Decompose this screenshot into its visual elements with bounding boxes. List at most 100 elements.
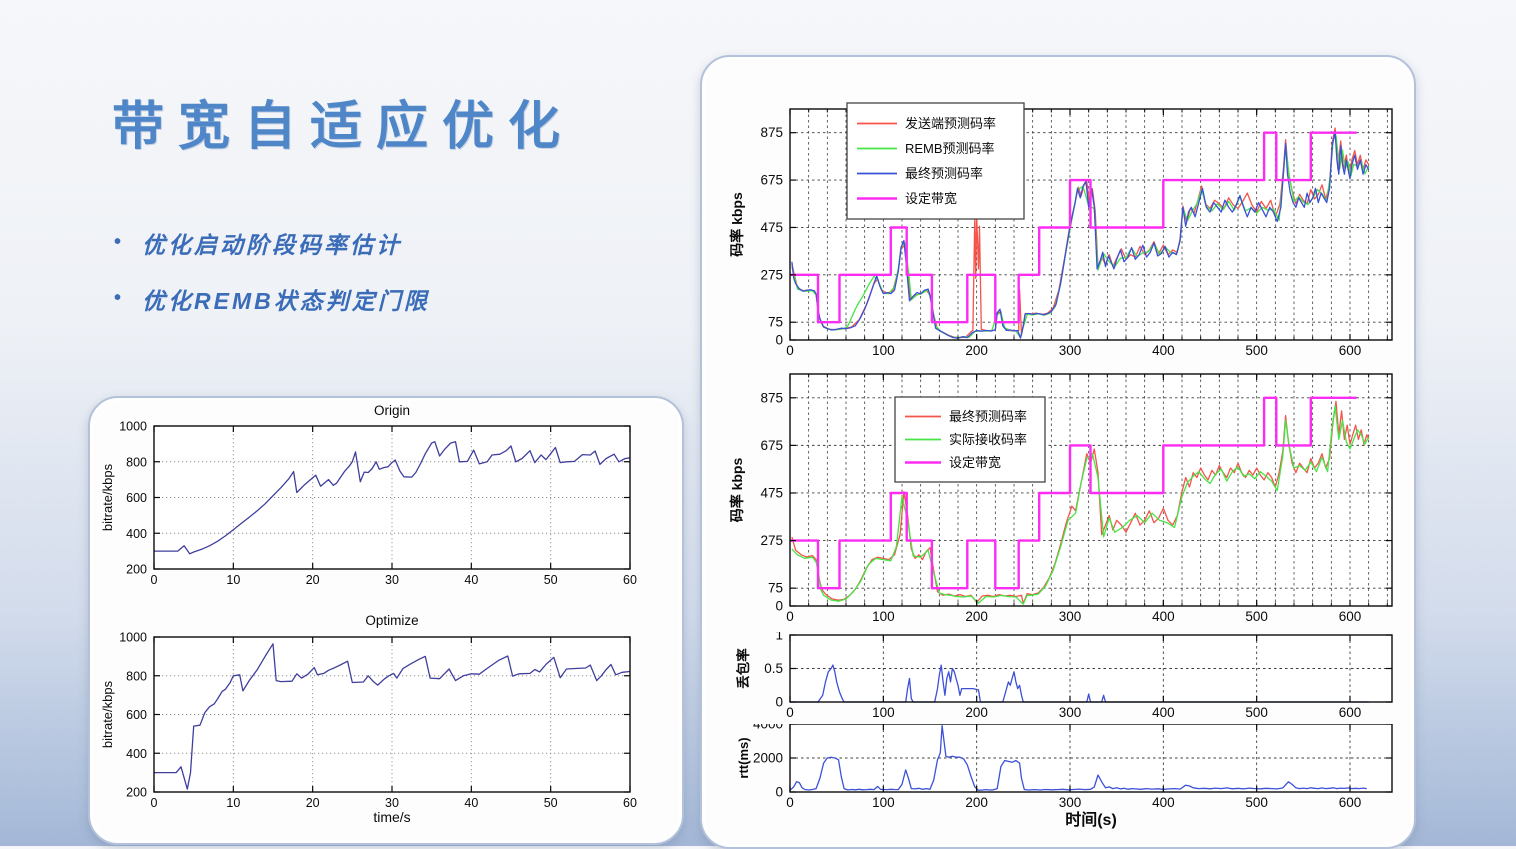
y-tick-label: 1000 (119, 420, 147, 434)
y-axis-label: 码率 kbps (729, 192, 745, 257)
x-tick-label: 100 (872, 343, 895, 358)
x-tick-label: 20 (306, 796, 320, 810)
x-tick-label: 50 (544, 796, 558, 810)
x-tick-label: 30 (385, 796, 399, 810)
x-tick-label: 300 (1059, 705, 1082, 720)
legend-label: 设定带宽 (905, 191, 957, 206)
chart-canvas-optimize: 0 10 20 30 40 50 60 200 400 600 800 1000 Optimize tim… (100, 613, 637, 825)
x-tick-label: 500 (1245, 795, 1268, 810)
x-tick-label: 0 (151, 796, 158, 810)
x-tick-label: 30 (385, 573, 399, 587)
y-tick-label: 200 (126, 786, 147, 800)
legend-label: REMB预测码率 (905, 141, 995, 156)
y-tick-label: 75 (768, 315, 783, 330)
x-tick-label: 40 (464, 796, 478, 810)
x-tick-label: 0 (786, 609, 794, 624)
y-axis-label: bitrate/kbps (100, 680, 115, 748)
series-rtt (789, 725, 1367, 791)
x-tick-label: 0 (786, 795, 794, 810)
y-tick-label: 675 (760, 173, 783, 188)
chart-canvas-origin: 0 10 20 30 40 50 60 200 400 600 800 1000 Origin bitra… (100, 403, 637, 587)
y-tick-label: 0 (775, 333, 783, 348)
y-tick-label: 0 (775, 695, 783, 710)
series-设定带宽 (790, 131, 1357, 324)
y-axis-label: rtt(ms) (736, 737, 751, 778)
chart-bitrate-prediction: 0 100 200 300 400 500 600 0 75 275 475 675 875 码率 kbp… (702, 57, 1414, 372)
y-tick-label: 475 (760, 485, 783, 500)
x-tick-label: 0 (786, 705, 794, 720)
chart-title: Optimize (365, 613, 418, 628)
y-tick-label: 800 (126, 669, 147, 683)
y-axis-label: 丢包率 (735, 648, 751, 689)
y-tick-label: 400 (126, 527, 147, 541)
y-axis-label: 码率 kbps (729, 458, 745, 523)
x-tick-label: 50 (544, 573, 558, 587)
x-tick-label: 100 (872, 795, 895, 810)
y-tick-label: 0.5 (764, 661, 783, 676)
x-tick-label: 500 (1245, 609, 1268, 624)
chart-rtt: 0 100 200 300 400 500 600 0 2000 4000 时间(s) rtt(ms) (702, 724, 1414, 847)
y-tick-label: 1000 (119, 631, 147, 645)
y-tick-label: 875 (760, 390, 783, 405)
x-tick-label: 600 (1339, 343, 1362, 358)
y-tick-label: 600 (126, 491, 147, 505)
bullet-item-remb-threshold: • 优化REMB状态判定门限 (114, 282, 430, 316)
x-tick-label: 20 (306, 573, 320, 587)
chart-canvas-packet-loss: 0 100 200 300 400 500 600 0 0.5 1 丢包率 (735, 632, 1393, 720)
y-tick-label: 475 (760, 220, 783, 235)
x-tick-label: 300 (1059, 343, 1082, 358)
bullet-item-startup-estimation: • 优化启动阶段码率估计 (114, 226, 402, 260)
y-tick-label: 875 (760, 125, 783, 140)
x-tick-label: 200 (965, 795, 988, 810)
y-axis-label: bitrate/kbps (100, 463, 115, 531)
chart-origin: 0 10 20 30 40 50 60 200 400 600 800 1000 Origin bitra… (90, 398, 682, 594)
x-tick-label: 400 (1152, 609, 1175, 624)
x-tick-label: 600 (1339, 705, 1362, 720)
y-tick-label: 2000 (753, 751, 783, 766)
left-chart-panel: 0 10 20 30 40 50 60 200 400 600 800 1000 Origin bitra… (88, 396, 684, 845)
x-tick-label: 400 (1152, 343, 1175, 358)
chart-receive-bitrate: 0 100 200 300 400 500 600 0 75 275 475 675 875 码率 kbp… (702, 372, 1414, 632)
series-丢包率 (790, 664, 1369, 703)
series-bitrate (154, 441, 631, 555)
bullet-dot-icon: • (114, 230, 125, 253)
chart-optimize: 0 10 20 30 40 50 60 200 400 600 800 1000 Optimize tim… (90, 594, 682, 843)
x-tick-label: 40 (464, 573, 478, 587)
y-tick-label: 200 (126, 563, 147, 577)
x-tick-label: 500 (1245, 343, 1268, 358)
x-tick-label: 400 (1152, 705, 1175, 720)
y-tick-label: 4000 (753, 724, 783, 732)
bullet-dot-icon: • (114, 286, 125, 309)
chart-packet-loss: 0 100 200 300 400 500 600 0 0.5 1 丢包率 (702, 632, 1414, 724)
series-bitrate (154, 643, 631, 790)
y-tick-label: 600 (126, 708, 147, 722)
x-tick-label: 100 (872, 609, 895, 624)
x-tick-label: 200 (965, 609, 988, 624)
series-实际接收码率 (791, 405, 1370, 605)
bullet-text: 优化REMB状态判定门限 (142, 288, 430, 314)
y-tick-label: 275 (760, 267, 783, 282)
y-tick-label: 675 (760, 438, 783, 453)
x-tick-label: 60 (623, 573, 637, 587)
x-tick-label: 400 (1152, 795, 1175, 810)
x-tick-label: 300 (1059, 795, 1082, 810)
x-tick-label: 10 (226, 573, 240, 587)
legend-label: 最终预测码率 (949, 409, 1027, 424)
y-tick-label: 800 (126, 455, 147, 469)
series-设定带宽 (790, 396, 1357, 590)
y-tick-label: 400 (126, 747, 147, 761)
legend-label: 最终预测码率 (905, 166, 983, 181)
y-tick-label: 0 (775, 785, 783, 800)
y-tick-label: 0 (775, 599, 783, 614)
x-tick-label: 200 (965, 705, 988, 720)
x-tick-label: 600 (1339, 609, 1362, 624)
chart-canvas-rtt: 0 100 200 300 400 500 600 0 2000 4000 时间(s) rtt(ms) (736, 724, 1393, 829)
legend-label: 实际接收码率 (949, 432, 1027, 447)
y-tick-label: 75 (768, 581, 783, 596)
x-tick-label: 300 (1059, 609, 1082, 624)
x-tick-label: 500 (1245, 705, 1268, 720)
x-tick-label: 100 (872, 705, 895, 720)
series-最终预测码率 (791, 130, 1370, 339)
